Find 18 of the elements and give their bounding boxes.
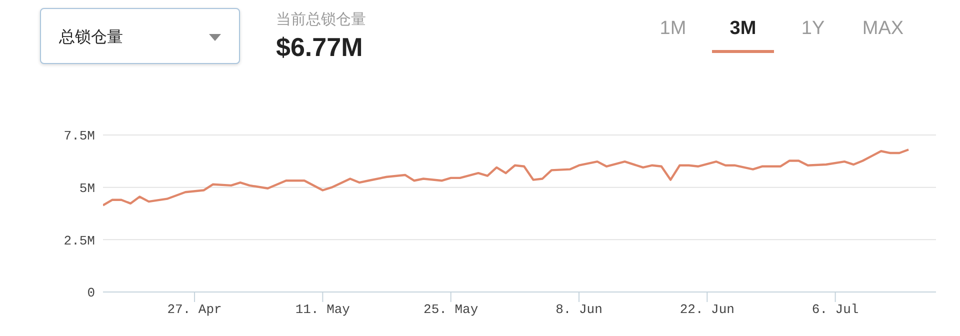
text: 当前总锁仓量 <box>276 10 366 29</box>
text: 1M <box>658 18 688 40</box>
text: 1Y <box>800 18 826 40</box>
text: 3M <box>728 18 758 41</box>
x-tick-label: 22. Jun <box>680 302 734 318</box>
x-tick-label: 11. May <box>295 302 350 318</box>
text: $6.77M <box>276 32 363 63</box>
y-tick-label: 7.5M <box>64 128 95 144</box>
y-tick-label: 2.5M <box>64 233 95 248</box>
x-tick-label: 6. Jul <box>812 302 859 318</box>
y-tick-label: 5M <box>79 180 95 196</box>
x-tick-label: 27. Apr <box>167 302 222 318</box>
x-tick-label: 25. May <box>424 302 478 318</box>
y-tick-label: 0 <box>87 286 95 301</box>
line-series <box>103 148 910 206</box>
x-tick-label: 8. Jun <box>556 302 602 318</box>
text: MAX <box>861 18 905 40</box>
dropdown-field: 总锁仓量 <box>40 8 240 64</box>
